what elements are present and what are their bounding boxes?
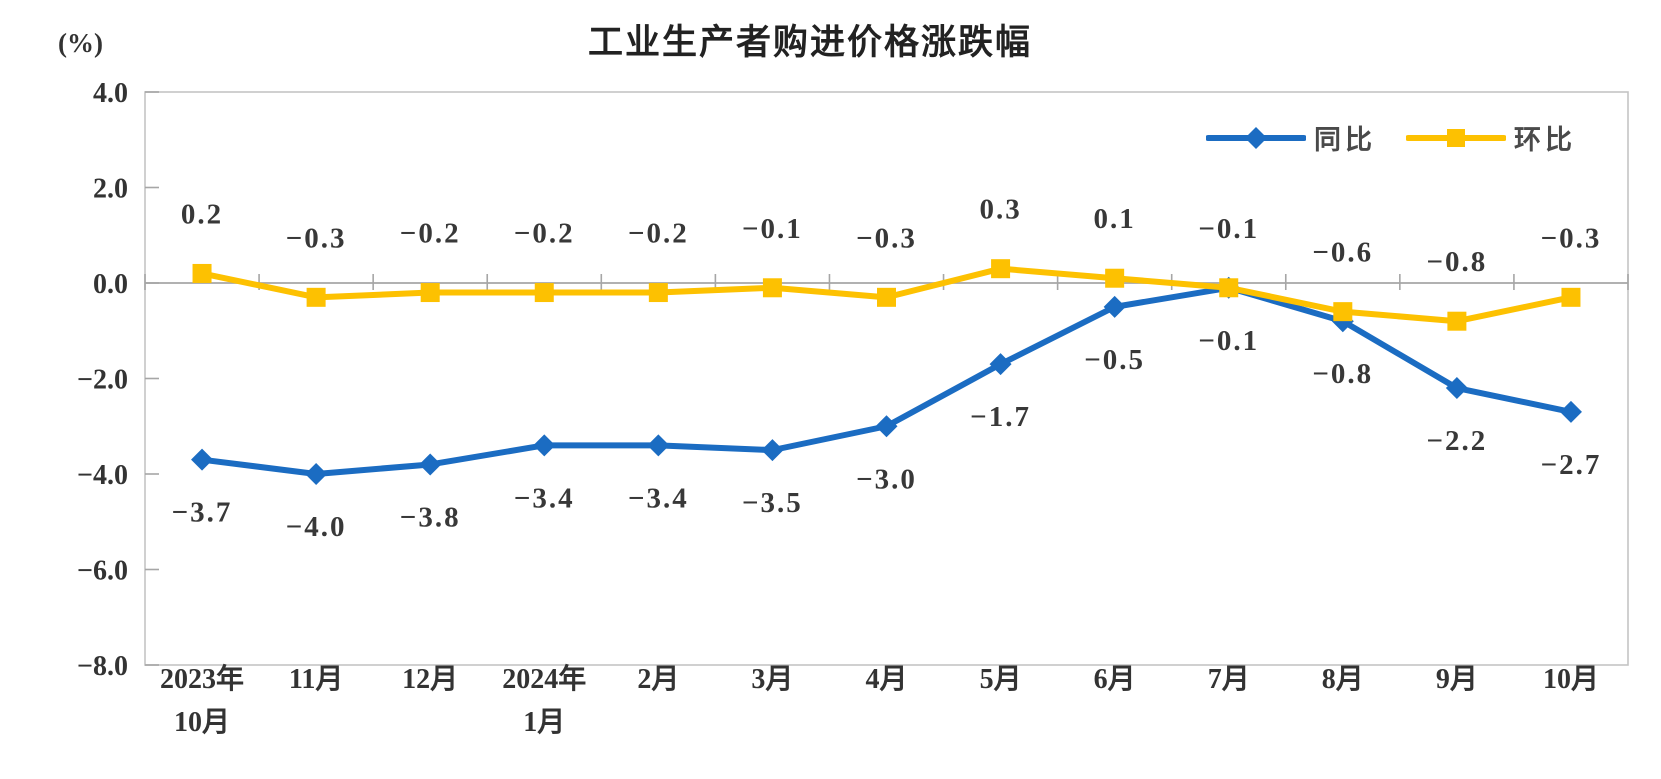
data-label-mom-4: −0.2 [628,218,689,250]
legend-label-mom: 环比 [1514,125,1576,155]
data-label-yoy-7: −1.7 [970,401,1031,433]
y-tick-label-6: −8.0 [77,651,128,682]
data-label-mom-5: −0.1 [742,213,803,245]
data-point-marker-diamond [1103,295,1126,318]
data-point-marker-square [192,263,212,283]
chart-legend: 同比 环比 [1206,118,1576,157]
x-tick-label-9: 7月 [1208,664,1250,695]
data-label-mom-7: 0.3 [979,194,1021,226]
data-point-marker-square [991,259,1011,279]
y-tick-label-4: −4.0 [77,460,128,491]
data-point-marker-square [306,287,326,307]
y-tick-label-2: 0.0 [93,269,128,300]
y-axis-unit-label: (%) [58,28,103,58]
data-label-yoy-2: −3.8 [400,501,461,533]
legend-item-mom: 环比 [1406,118,1576,157]
data-point-marker-square [534,283,554,303]
data-label-yoy-11: −2.2 [1426,425,1487,457]
x-tick-label-3-line2: 1月 [523,707,565,738]
data-label-mom-0: 0.2 [181,198,223,230]
y-tick-label-5: −6.0 [77,556,128,587]
legend-item-yoy: 同比 [1206,118,1376,157]
data-label-mom-3: −0.2 [514,218,575,250]
data-point-marker-diamond [1445,377,1468,400]
data-label-mom-2: −0.2 [400,218,461,250]
data-point-marker-square [1447,311,1467,331]
x-tick-label-8: 6月 [1094,664,1136,695]
data-point-marker-square [648,283,668,303]
mom-series-marker-icon [1406,128,1506,147]
data-label-mom-11: −0.8 [1426,246,1487,278]
data-label-yoy-5: −3.5 [742,487,803,519]
x-tick-label-12: 10月 [1543,664,1599,695]
x-tick-label-7: 5月 [980,664,1022,695]
data-point-marker-square [420,283,440,303]
data-label-yoy-6: −3.0 [856,463,917,495]
y-tick-label-0: 4.0 [93,78,128,109]
data-point-marker-diamond [647,434,670,457]
data-label-yoy-0: −3.7 [172,497,233,529]
data-point-marker-square [1105,268,1125,288]
data-label-mom-6: −0.3 [856,222,917,254]
data-point-marker-diamond [533,434,556,457]
x-tick-label-0: 2023年 [160,662,244,695]
data-label-mom-1: −0.3 [286,222,347,254]
yoy-series-marker-icon [1206,126,1306,149]
data-label-yoy-1: −4.0 [286,511,347,543]
x-tick-label-5: 3月 [751,664,793,695]
data-point-marker-diamond [191,448,214,471]
x-tick-label-3: 2024年 [502,662,586,695]
data-label-mom-9: −0.1 [1198,213,1259,245]
chart-title: 工业生产者购进价格涨跌幅 [587,23,1032,62]
data-point-marker-diamond [1559,400,1582,423]
data-point-marker-square [1333,302,1353,322]
data-point-marker-diamond [761,439,784,462]
x-tick-label-0-line2: 10月 [174,707,230,738]
x-tick-label-1: 11月 [289,664,343,695]
y-tick-label-1: 2.0 [93,174,128,205]
data-point-marker-square [762,278,782,298]
data-label-mom-8: 0.1 [1094,203,1136,235]
y-tick-label-3: −2.0 [77,365,128,396]
data-point-marker-square [877,287,896,307]
data-point-marker-square [1219,278,1239,298]
data-label-yoy-10: −0.8 [1312,358,1373,390]
data-label-yoy-8: −0.5 [1084,344,1145,376]
data-point-marker-diamond [305,463,328,485]
x-tick-label-4: 2月 [637,664,679,695]
data-point-marker-diamond [875,415,898,438]
data-label-yoy-12: −2.7 [1541,449,1602,481]
x-tick-label-10: 8月 [1322,664,1364,695]
x-tick-label-6: 4月 [865,664,907,695]
legend-label-yoy: 同比 [1314,125,1376,155]
x-tick-label-2: 12月 [402,664,458,695]
data-point-marker-square [1561,287,1581,307]
data-point-marker-diamond [989,353,1012,376]
data-point-marker-diamond [419,453,442,476]
plot-area [144,91,1629,666]
data-label-yoy-3: −3.4 [514,482,575,514]
data-label-yoy-9: −0.1 [1198,325,1259,357]
data-label-mom-12: −0.3 [1541,222,1602,254]
data-label-yoy-4: −3.4 [628,482,689,514]
data-label-mom-10: −0.6 [1312,237,1373,269]
x-tick-label-11: 9月 [1436,664,1478,695]
